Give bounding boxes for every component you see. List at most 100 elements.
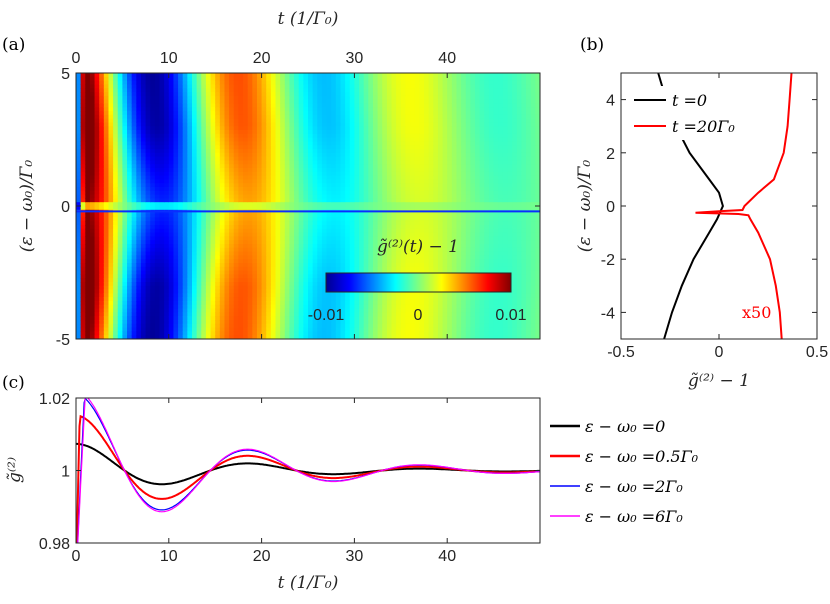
heatmap-cell xyxy=(229,80,235,85)
heatmap-cell xyxy=(122,122,128,127)
heatmap-cell xyxy=(335,126,342,131)
heatmap-cell xyxy=(178,141,184,146)
heatmap-cell xyxy=(280,152,286,158)
heatmap-cell xyxy=(396,118,402,123)
heatmap-cell xyxy=(321,107,328,112)
heatmap-cell xyxy=(229,168,235,173)
heatmap-cell xyxy=(396,194,402,199)
heatmap-cell xyxy=(308,137,314,142)
heatmap-cell xyxy=(335,99,342,104)
heatmap-cell xyxy=(303,202,309,207)
heatmap-cell xyxy=(196,92,202,97)
heatmap-cell xyxy=(382,331,388,336)
heatmap-cell xyxy=(80,289,86,294)
heatmap-cell xyxy=(85,152,91,158)
heatmap-cell xyxy=(294,149,300,154)
heatmap-cell xyxy=(76,327,82,332)
heatmap-cell xyxy=(192,73,198,78)
heatmap-cell xyxy=(164,304,170,310)
heatmap-cell xyxy=(210,232,216,237)
heatmap-cell xyxy=(377,122,383,127)
heatmap-cell xyxy=(359,331,365,336)
heatmap-cell xyxy=(127,282,133,287)
heatmap-cell xyxy=(117,137,123,142)
heatmap-cell xyxy=(359,95,365,101)
heatmap-cell xyxy=(150,137,156,142)
heatmap-cell xyxy=(80,213,86,218)
heatmap-cell xyxy=(261,92,267,97)
heatmap-cell xyxy=(168,107,175,112)
heatmap-cell xyxy=(140,331,147,336)
heatmap-cell xyxy=(238,304,244,310)
heatmap-cell xyxy=(145,194,151,199)
heatmap-cell xyxy=(312,297,318,302)
heatmap-cell xyxy=(178,293,184,298)
heatmap-cell xyxy=(289,327,295,332)
heatmap-cell xyxy=(192,236,198,241)
heatmap-cell xyxy=(89,274,96,279)
heatmap-cell xyxy=(363,217,369,222)
heatmap-cell xyxy=(89,190,96,196)
heatmap-cell xyxy=(117,80,123,85)
heatmap-cell xyxy=(396,225,402,230)
heatmap-cell xyxy=(103,183,110,188)
heatmap-cell xyxy=(159,92,165,97)
heatmap-cell xyxy=(219,274,226,279)
heatmap-cell xyxy=(178,289,184,294)
heatmap-cell xyxy=(201,206,207,211)
heatmap-cell xyxy=(317,122,323,127)
heatmap-cell xyxy=(400,187,407,192)
heatmap-cell xyxy=(154,331,161,336)
heatmap-cell xyxy=(192,259,198,264)
heatmap-cell xyxy=(131,130,137,135)
heatmap-cell xyxy=(210,156,216,161)
heatmap-cell xyxy=(372,175,379,180)
heatmap-cell xyxy=(266,76,272,82)
heatmap-cell xyxy=(238,164,244,169)
heatmap-cell xyxy=(243,126,249,131)
heatmap-cell xyxy=(99,175,105,180)
heatmap-cell xyxy=(80,335,86,339)
heatmap-cell xyxy=(275,251,281,256)
heatmap-cell xyxy=(219,263,226,268)
heatmap-cell xyxy=(368,76,374,82)
heatmap-cell xyxy=(256,331,263,336)
heatmap-cell xyxy=(252,270,258,275)
heatmap-cell xyxy=(192,76,198,82)
heatmap-cell xyxy=(154,84,161,89)
heatmap-cell xyxy=(335,251,342,256)
heatmap-cell xyxy=(289,297,295,302)
heatmap-cell xyxy=(345,331,351,336)
heatmap-cell xyxy=(284,190,291,196)
heatmap-cell xyxy=(229,171,235,177)
heatmap-cell xyxy=(289,130,295,135)
heatmap-cell xyxy=(168,308,175,313)
heatmap-cell xyxy=(192,141,198,146)
heatmap-cell xyxy=(76,304,82,310)
heatmap-cell xyxy=(308,114,314,120)
heatmap-cell xyxy=(321,126,328,131)
heatmap-cell xyxy=(345,190,351,196)
heatmap-cell xyxy=(94,297,100,302)
heatmap-cell xyxy=(229,92,235,97)
heatmap-cell xyxy=(321,118,328,123)
heatmap-cell xyxy=(94,320,100,325)
heatmap-cell xyxy=(182,111,188,116)
heatmap-cell xyxy=(113,137,119,142)
heatmap-cell xyxy=(294,88,300,93)
heatmap-cell xyxy=(224,164,230,169)
heatmap-cell xyxy=(196,240,202,245)
heatmap-cell xyxy=(219,114,226,120)
heatmap-cell xyxy=(219,240,226,245)
heatmap-cell xyxy=(131,179,137,184)
heatmap-cell xyxy=(201,133,207,139)
heatmap-cell xyxy=(210,301,216,306)
heatmap-cell xyxy=(377,99,383,104)
heatmap-cell xyxy=(270,103,277,108)
heatmap-cell xyxy=(140,80,147,85)
heatmap-cell xyxy=(261,73,267,78)
heatmap-cell xyxy=(270,194,277,199)
heatmap-cell xyxy=(321,304,328,310)
heatmap-cell xyxy=(359,118,365,123)
heatmap-cell xyxy=(321,76,328,82)
